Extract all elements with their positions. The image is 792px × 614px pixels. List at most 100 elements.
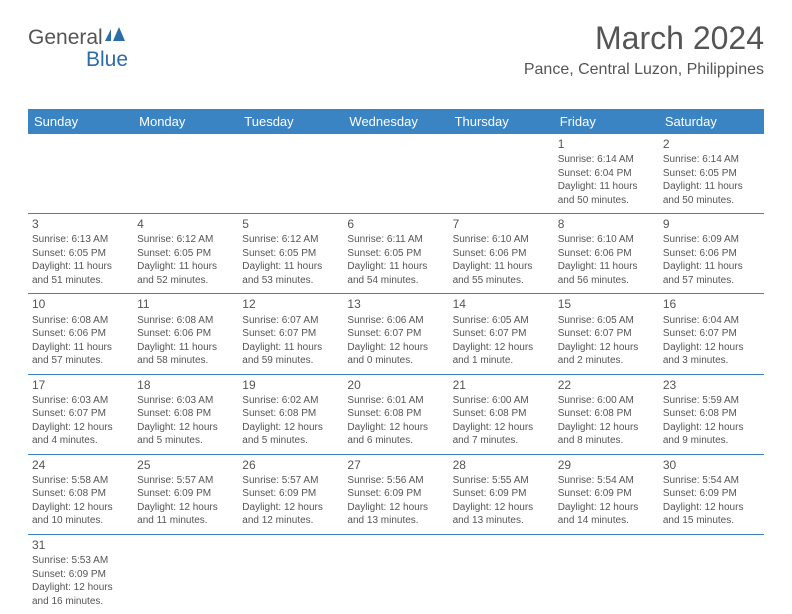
sunset-text: Sunset: 6:06 PM (663, 247, 760, 261)
daylight-text: and 14 minutes. (558, 514, 655, 528)
sunrise-text: Sunrise: 5:54 AM (663, 474, 760, 488)
daylight-text: Daylight: 12 hours (558, 501, 655, 515)
daylight-text: Daylight: 12 hours (558, 421, 655, 435)
sunrise-text: Sunrise: 5:57 AM (137, 474, 234, 488)
sunset-text: Sunset: 6:08 PM (32, 487, 129, 501)
calendar-cell: 20Sunrise: 6:01 AMSunset: 6:08 PMDayligh… (343, 374, 448, 454)
sunrise-text: Sunrise: 5:56 AM (347, 474, 444, 488)
daylight-text: and 51 minutes. (32, 274, 129, 288)
calendar-cell (449, 134, 554, 214)
day-number: 13 (347, 296, 444, 312)
daylight-text: and 12 minutes. (242, 514, 339, 528)
sunrise-text: Sunrise: 5:53 AM (32, 554, 129, 568)
calendar-cell: 5Sunrise: 6:12 AMSunset: 6:05 PMDaylight… (238, 214, 343, 294)
sunrise-text: Sunrise: 5:59 AM (663, 394, 760, 408)
daylight-text: Daylight: 11 hours (558, 260, 655, 274)
sunset-text: Sunset: 6:07 PM (242, 327, 339, 341)
daylight-text: and 2 minutes. (558, 354, 655, 368)
sunrise-text: Sunrise: 6:05 AM (453, 314, 550, 328)
sunrise-text: Sunrise: 6:01 AM (347, 394, 444, 408)
day-number: 10 (32, 296, 129, 312)
day-number: 31 (32, 537, 129, 553)
sunrise-text: Sunrise: 6:10 AM (453, 233, 550, 247)
day-number: 4 (137, 216, 234, 232)
calendar-cell (28, 134, 133, 214)
calendar-cell: 28Sunrise: 5:55 AMSunset: 6:09 PMDayligh… (449, 454, 554, 534)
sunset-text: Sunset: 6:09 PM (242, 487, 339, 501)
calendar-cell: 1Sunrise: 6:14 AMSunset: 6:04 PMDaylight… (554, 134, 659, 214)
calendar-cell: 2Sunrise: 6:14 AMSunset: 6:05 PMDaylight… (659, 134, 764, 214)
sunset-text: Sunset: 6:09 PM (453, 487, 550, 501)
daylight-text: and 10 minutes. (32, 514, 129, 528)
daylight-text: Daylight: 12 hours (32, 421, 129, 435)
daylight-text: Daylight: 12 hours (32, 501, 129, 515)
calendar-cell (659, 534, 764, 614)
daylight-text: Daylight: 12 hours (347, 421, 444, 435)
calendar-cell: 27Sunrise: 5:56 AMSunset: 6:09 PMDayligh… (343, 454, 448, 534)
daylight-text: and 50 minutes. (663, 194, 760, 208)
daylight-text: and 4 minutes. (32, 434, 129, 448)
sunrise-text: Sunrise: 5:55 AM (453, 474, 550, 488)
sunrise-text: Sunrise: 6:13 AM (32, 233, 129, 247)
daylight-text: Daylight: 11 hours (137, 260, 234, 274)
day-number: 20 (347, 377, 444, 393)
daylight-text: Daylight: 12 hours (453, 341, 550, 355)
calendar-cell (554, 534, 659, 614)
calendar-cell: 29Sunrise: 5:54 AMSunset: 6:09 PMDayligh… (554, 454, 659, 534)
calendar-cell: 9Sunrise: 6:09 AMSunset: 6:06 PMDaylight… (659, 214, 764, 294)
day-number: 1 (558, 136, 655, 152)
day-header: Wednesday (343, 109, 448, 134)
sunrise-text: Sunrise: 6:09 AM (663, 233, 760, 247)
sunrise-text: Sunrise: 6:00 AM (558, 394, 655, 408)
day-number: 3 (32, 216, 129, 232)
calendar-cell: 22Sunrise: 6:00 AMSunset: 6:08 PMDayligh… (554, 374, 659, 454)
calendar-table: Sunday Monday Tuesday Wednesday Thursday… (28, 109, 764, 614)
calendar-header-row: Sunday Monday Tuesday Wednesday Thursday… (28, 109, 764, 134)
calendar-cell (238, 534, 343, 614)
day-number: 2 (663, 136, 760, 152)
month-title: March 2024 (524, 20, 764, 57)
sunrise-text: Sunrise: 6:10 AM (558, 233, 655, 247)
calendar-cell: 10Sunrise: 6:08 AMSunset: 6:06 PMDayligh… (28, 294, 133, 374)
sunset-text: Sunset: 6:09 PM (32, 568, 129, 582)
calendar-cell (449, 534, 554, 614)
flag-icon (105, 27, 127, 48)
sunset-text: Sunset: 6:08 PM (663, 407, 760, 421)
day-number: 30 (663, 457, 760, 473)
calendar-week-row: 10Sunrise: 6:08 AMSunset: 6:06 PMDayligh… (28, 294, 764, 374)
location: Pance, Central Luzon, Philippines (524, 61, 764, 79)
header: General March 2024 Pance, Central Luzon,… (28, 20, 764, 79)
daylight-text: and 9 minutes. (663, 434, 760, 448)
logo-text-2: Blue (86, 48, 128, 71)
calendar-cell: 26Sunrise: 5:57 AMSunset: 6:09 PMDayligh… (238, 454, 343, 534)
daylight-text: Daylight: 11 hours (558, 180, 655, 194)
day-number: 27 (347, 457, 444, 473)
daylight-text: Daylight: 11 hours (137, 341, 234, 355)
sunset-text: Sunset: 6:09 PM (347, 487, 444, 501)
day-number: 12 (242, 296, 339, 312)
calendar-week-row: 24Sunrise: 5:58 AMSunset: 6:08 PMDayligh… (28, 454, 764, 534)
daylight-text: and 11 minutes. (137, 514, 234, 528)
daylight-text: Daylight: 11 hours (453, 260, 550, 274)
daylight-text: and 50 minutes. (558, 194, 655, 208)
sunset-text: Sunset: 6:06 PM (32, 327, 129, 341)
daylight-text: Daylight: 12 hours (347, 341, 444, 355)
calendar-week-row: 31Sunrise: 5:53 AMSunset: 6:09 PMDayligh… (28, 534, 764, 614)
calendar-cell: 25Sunrise: 5:57 AMSunset: 6:09 PMDayligh… (133, 454, 238, 534)
sunset-text: Sunset: 6:06 PM (137, 327, 234, 341)
daylight-text: Daylight: 12 hours (453, 501, 550, 515)
daylight-text: Daylight: 12 hours (663, 501, 760, 515)
calendar-cell: 8Sunrise: 6:10 AMSunset: 6:06 PMDaylight… (554, 214, 659, 294)
sunrise-text: Sunrise: 6:02 AM (242, 394, 339, 408)
day-number: 9 (663, 216, 760, 232)
daylight-text: and 54 minutes. (347, 274, 444, 288)
day-number: 22 (558, 377, 655, 393)
calendar-cell: 11Sunrise: 6:08 AMSunset: 6:06 PMDayligh… (133, 294, 238, 374)
daylight-text: Daylight: 12 hours (558, 341, 655, 355)
logo-text-1: General (28, 26, 103, 50)
sunset-text: Sunset: 6:08 PM (558, 407, 655, 421)
calendar-cell (238, 134, 343, 214)
sunset-text: Sunset: 6:08 PM (347, 407, 444, 421)
daylight-text: and 5 minutes. (242, 434, 339, 448)
calendar-cell: 14Sunrise: 6:05 AMSunset: 6:07 PMDayligh… (449, 294, 554, 374)
